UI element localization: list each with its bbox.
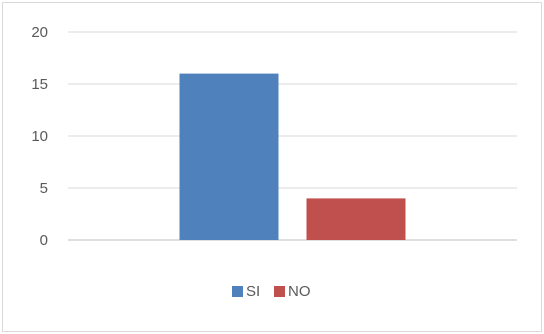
bars: [179, 73, 406, 240]
legend: SI NO: [232, 283, 311, 300]
bar-si: [179, 73, 279, 240]
y-tick-label: 0: [40, 232, 48, 249]
legend-label-si: SI: [246, 283, 260, 300]
legend-swatch-no: [274, 286, 285, 297]
y-axis-ticks: 0 5 10 15 20: [31, 24, 48, 249]
legend-swatch-si: [232, 286, 243, 297]
y-tick-label: 15: [31, 76, 48, 93]
gridlines: [68, 31, 517, 241]
y-tick-label: 20: [31, 24, 48, 41]
y-tick-label: 5: [40, 180, 48, 197]
legend-label-no: NO: [288, 283, 311, 300]
bar-no: [306, 198, 406, 240]
y-tick-label: 10: [31, 128, 48, 145]
